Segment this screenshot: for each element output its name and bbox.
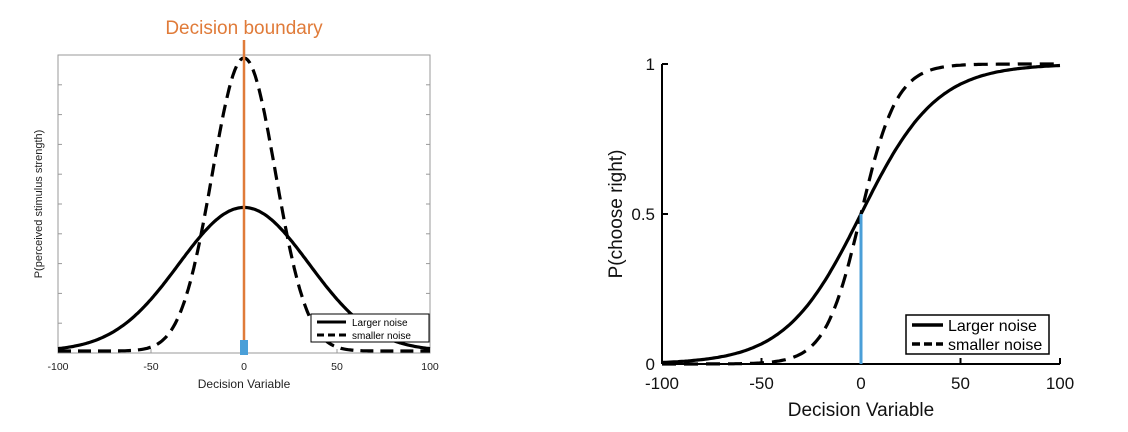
right-x-ticks: -100 -50 0 50 100 [645,358,1074,393]
right-y-axis-label: P(choose right) [606,150,627,279]
criterion-marker [240,340,248,355]
right-x-axis-label: Decision Variable [788,400,934,421]
right-y-ticks: 00.51 [631,55,668,374]
right-x-tick-label: 100 [1046,374,1074,393]
right-x-tick-label: 50 [951,374,970,393]
left-chart: -100 -50 0 50 100 Decision boundary Decision… [33,18,439,391]
right-x-tick-label: 0 [856,374,865,393]
left-y-ticks [58,84,430,324]
left-x-axis-label: Decision Variable [198,377,291,391]
decision-boundary-label: Decision boundary [165,18,323,39]
left-legend-box [310,313,430,343]
right-chart: -100 -50 0 50 100 00.51 Decision Variable P(… [606,55,1074,421]
right-x-tick-label: -50 [749,374,774,393]
right-legend: Larger noise smaller noise [905,314,1050,355]
right-legend-box [905,314,1050,355]
left-legend-larger-noise: Larger noise [352,318,408,329]
left-legend-smaller-noise: smaller noise [352,331,411,342]
left-x-tick-label: 0 [241,361,247,373]
left-x-ticks: -100 -50 0 50 100 [47,349,439,373]
left-x-tick-label: -50 [143,361,158,373]
right-x-tick-label: -100 [645,374,679,393]
left-y-axis-label: P(perceived stimulus strength) [33,130,45,279]
left-x-tick-label: -100 [47,361,68,373]
right-legend-smaller-noise: smaller noise [948,337,1042,354]
right-y-tick-label: 1 [646,55,655,74]
left-x-tick-label: 50 [331,361,343,373]
right-y-tick-label: 0.5 [631,205,655,224]
right-legend-larger-noise: Larger noise [948,318,1037,335]
left-x-tick-label: 100 [421,361,439,373]
left-legend: Larger noise smaller noise [310,313,430,343]
right-y-tick-label: 0 [646,355,655,374]
